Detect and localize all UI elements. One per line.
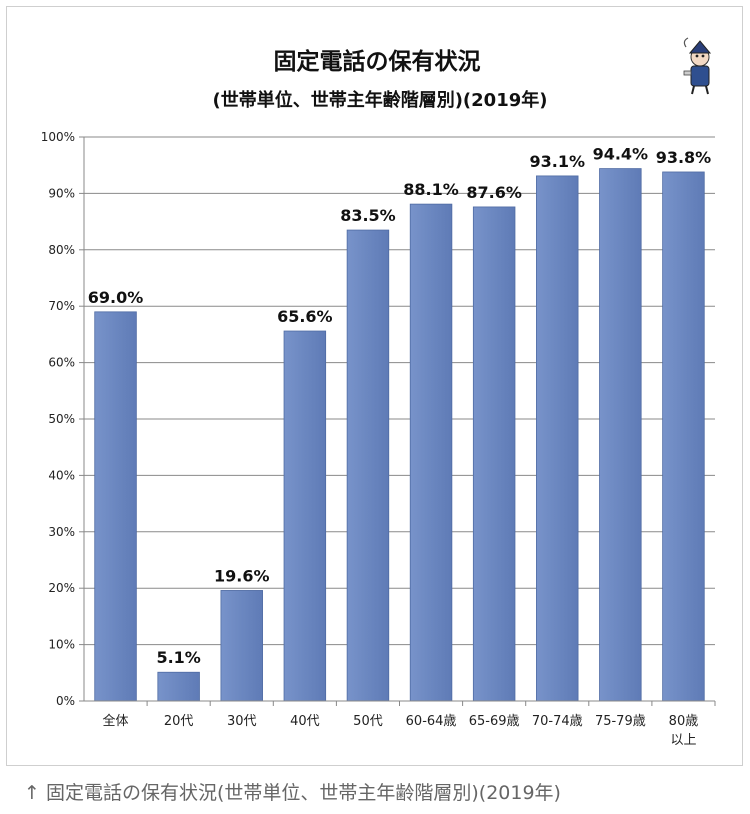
y-tick-label: 50% (48, 412, 75, 426)
x-tick-label-2: 30代 (227, 714, 257, 729)
data-label-2: 19.6% (214, 566, 270, 585)
data-label-9: 93.8% (656, 148, 712, 167)
bar-chart: 固定電話の保有状況 (世帯単位、世帯主年齢階層別)(2019年) 0% 10% 20… (41, 37, 716, 748)
y-tick-label: 20% (48, 581, 75, 595)
data-label-7: 93.1% (529, 152, 585, 171)
bar-7 (536, 175, 579, 702)
chart-title: 固定電話の保有状況 (274, 48, 481, 75)
data-label-0: 69.0% (88, 288, 144, 307)
bar-8 (599, 168, 642, 702)
data-label-3: 65.6% (277, 307, 333, 326)
chart-frame: 固定電話の保有状況 (世帯単位、世帯主年齢階層別)(2019年) 0% 10% 20… (6, 6, 743, 766)
x-tick-label-0: 全体 (103, 713, 129, 729)
chart-subtitle: (世帯単位、世帯主年齢階層別)(2019年) (212, 89, 547, 111)
y-tick-label: 10% (48, 638, 75, 652)
x-axis-ticks: 全体 20代 30代 40代 50代 60-64歳 65-69歳 70-74歳 75-79歳 80… (103, 701, 716, 748)
y-axis-ticks: 0% 10% 20% 30% 40% 50% 60% 70% 80% 90% 100% (41, 130, 84, 708)
x-tick-label-5: 60-64歳 (406, 714, 457, 729)
y-tick-label: 30% (48, 525, 75, 539)
mascot-character-icon (683, 37, 712, 95)
bar-5 (409, 203, 453, 702)
data-label-8: 94.4% (593, 145, 649, 164)
y-tick-label: 70% (48, 299, 75, 313)
bar-1 (157, 671, 200, 702)
y-tick-label: 40% (48, 468, 75, 482)
x-tick-label-9: 80歳以上 (669, 714, 699, 748)
x-tick-label-1: 20代 (164, 714, 194, 729)
bar-6 (472, 206, 516, 702)
y-tick-label: 100% (41, 130, 75, 144)
data-labels: 69.0% 5.1% 19.6% 65.6% 83.5% 88.1% 87.6% 93.1% 9… (88, 145, 711, 668)
x-tick-label-8: 75-79歳 (595, 714, 646, 729)
data-label-1: 5.1% (156, 648, 200, 667)
chart-caption: ↑ 固定電話の保有状況(世帯単位、世帯主年齢階層別)(2019年) (24, 782, 561, 804)
bar-4 (346, 229, 390, 702)
data-label-6: 87.6% (466, 183, 522, 202)
x-tick-label-4: 50代 (353, 714, 383, 729)
x-tick-label-3: 40代 (290, 714, 320, 729)
y-tick-label: 0% (56, 694, 75, 708)
bars (94, 168, 705, 702)
data-label-4: 83.5% (340, 206, 396, 225)
bar-0 (94, 311, 137, 702)
bar-2 (220, 590, 263, 702)
bar-3 (283, 330, 327, 702)
bar-9 (662, 171, 705, 702)
x-tick-label-7: 70-74歳 (532, 714, 583, 729)
y-tick-label: 60% (48, 356, 75, 370)
x-tick-label-6: 65-69歳 (469, 714, 520, 729)
y-tick-label: 90% (48, 186, 75, 200)
data-label-5: 88.1% (403, 180, 459, 199)
y-tick-label: 80% (48, 243, 75, 257)
